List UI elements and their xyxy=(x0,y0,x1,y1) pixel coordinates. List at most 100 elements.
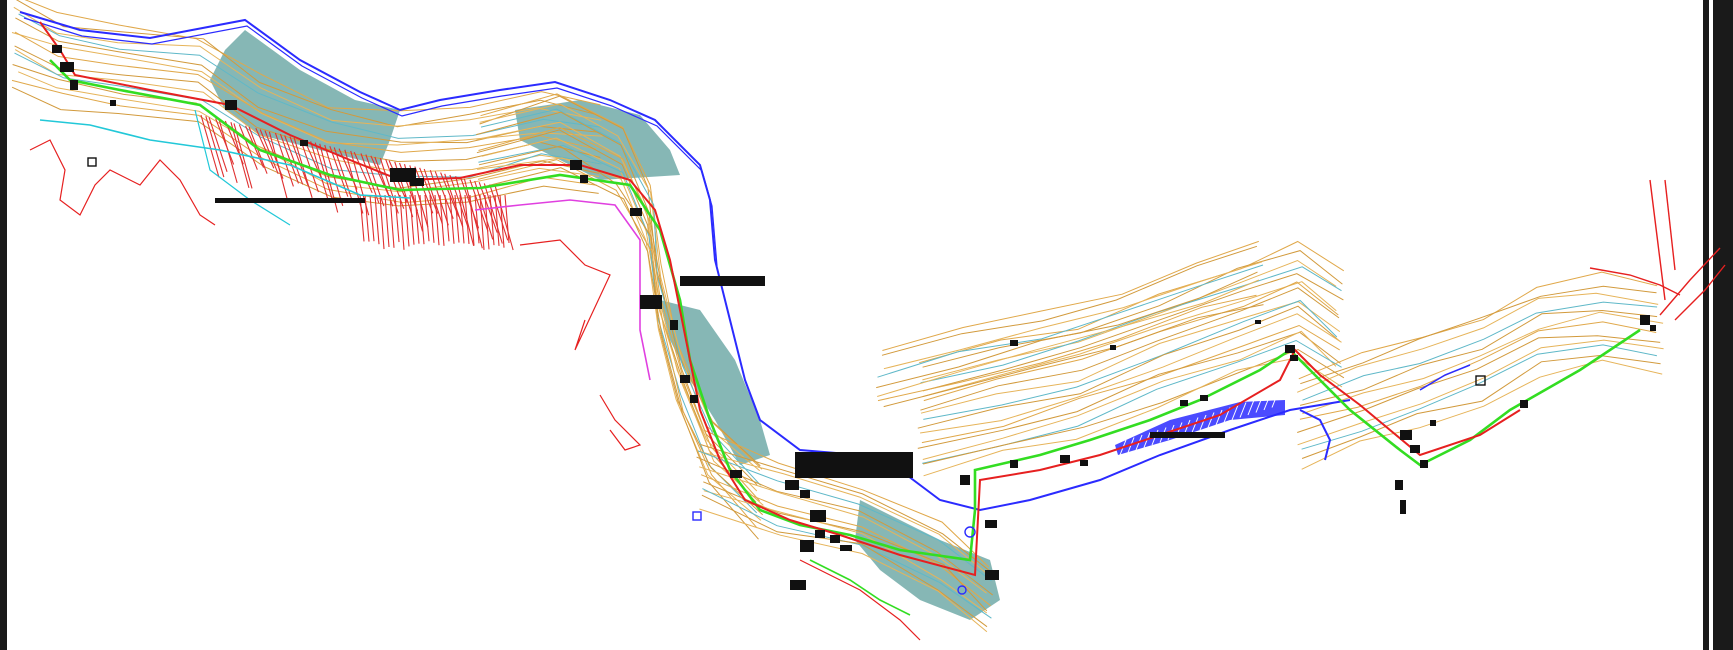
building-block xyxy=(840,545,852,551)
building-block xyxy=(70,80,78,90)
magenta-boundary xyxy=(474,199,651,381)
building-block xyxy=(1395,480,1403,490)
boundary-north xyxy=(19,11,1351,512)
section-line xyxy=(474,180,494,240)
building-block xyxy=(800,540,814,552)
section-line xyxy=(424,194,430,242)
contour-line xyxy=(480,108,761,486)
hatch-line xyxy=(1207,412,1215,428)
annotation-block-center xyxy=(795,452,913,478)
section-line xyxy=(449,194,455,244)
contour-line xyxy=(920,313,1342,434)
building-block xyxy=(52,45,62,53)
section-line xyxy=(394,194,400,243)
section-line xyxy=(374,194,380,245)
building-blocks xyxy=(52,45,1656,590)
contour-line xyxy=(919,240,1345,364)
route-green-2 xyxy=(809,559,911,616)
building-block xyxy=(410,178,424,186)
red-outline-bend xyxy=(599,394,642,451)
section-line xyxy=(238,124,258,170)
survey-markers xyxy=(87,157,1486,595)
section-line xyxy=(205,116,225,178)
building-block xyxy=(640,295,662,309)
section-line xyxy=(440,172,460,217)
building-block xyxy=(1400,430,1412,440)
building-block xyxy=(670,320,678,330)
section-line xyxy=(464,194,470,244)
hatch-area xyxy=(1115,400,1285,455)
frame-right-inner-edge xyxy=(1703,0,1709,650)
building-block xyxy=(785,480,799,490)
red-outline-east-1 xyxy=(1649,179,1666,301)
building-block xyxy=(960,475,970,485)
contour-line xyxy=(696,450,990,576)
contour-line xyxy=(877,264,1264,378)
section-line xyxy=(494,185,514,251)
contour-line xyxy=(478,126,761,502)
section-line xyxy=(449,174,469,228)
section-line xyxy=(504,194,510,244)
section-line xyxy=(384,194,390,248)
annotation-bar-north xyxy=(680,276,765,286)
building-block xyxy=(1255,320,1261,324)
hatch-line xyxy=(1199,414,1207,431)
terrain-fill-north-bend xyxy=(515,100,680,180)
frame-left-edge xyxy=(0,0,7,650)
contour-line xyxy=(876,271,1258,389)
section-line xyxy=(353,151,373,194)
contour-line xyxy=(881,245,1258,356)
frame-right-outer-edge xyxy=(1713,0,1733,650)
section-line xyxy=(248,126,268,174)
building-block xyxy=(1520,400,1528,408)
contour-line xyxy=(922,250,1343,368)
hatch-line xyxy=(1191,417,1199,433)
contour-line xyxy=(882,240,1259,351)
hatch-line xyxy=(1247,399,1255,416)
section-line xyxy=(399,194,405,250)
red-outline-east-5 xyxy=(1674,264,1726,321)
contour-line xyxy=(15,17,601,144)
contour-line xyxy=(478,145,764,516)
section-line xyxy=(489,184,509,241)
annotation-bar-west xyxy=(215,198,365,203)
building-block xyxy=(1285,345,1295,353)
red-outline-left xyxy=(29,139,216,226)
contour-line xyxy=(697,450,992,582)
section-line xyxy=(439,194,445,246)
contour-line xyxy=(920,287,1340,411)
contour-line xyxy=(700,444,992,573)
survey-marker xyxy=(1475,375,1486,386)
section-line xyxy=(259,129,279,175)
section-line xyxy=(284,135,304,185)
contour-line xyxy=(15,0,598,128)
contour-line xyxy=(1302,301,1658,401)
hatch-line xyxy=(1239,402,1247,418)
hatch-line xyxy=(1263,394,1271,411)
survey-marker xyxy=(87,157,97,167)
building-block xyxy=(1400,500,1406,514)
contour-line xyxy=(18,71,600,193)
section-line xyxy=(419,167,439,214)
building-block xyxy=(790,580,806,590)
boundary-lines xyxy=(19,11,1471,512)
contour-line xyxy=(1298,271,1658,380)
section-line xyxy=(208,117,228,173)
section-line xyxy=(474,194,480,244)
contour-line xyxy=(921,324,1340,444)
section-line xyxy=(404,194,410,247)
section-line xyxy=(409,194,415,245)
contour-line xyxy=(13,6,602,127)
red-outline-east-2 xyxy=(1664,179,1676,271)
contour-line xyxy=(24,0,601,112)
section-line xyxy=(454,194,460,243)
building-block xyxy=(830,535,840,543)
contour-line xyxy=(1300,285,1657,385)
section-line xyxy=(304,139,324,181)
survey-marker xyxy=(964,526,976,538)
survey-marker xyxy=(692,511,702,521)
section-line xyxy=(215,118,235,165)
